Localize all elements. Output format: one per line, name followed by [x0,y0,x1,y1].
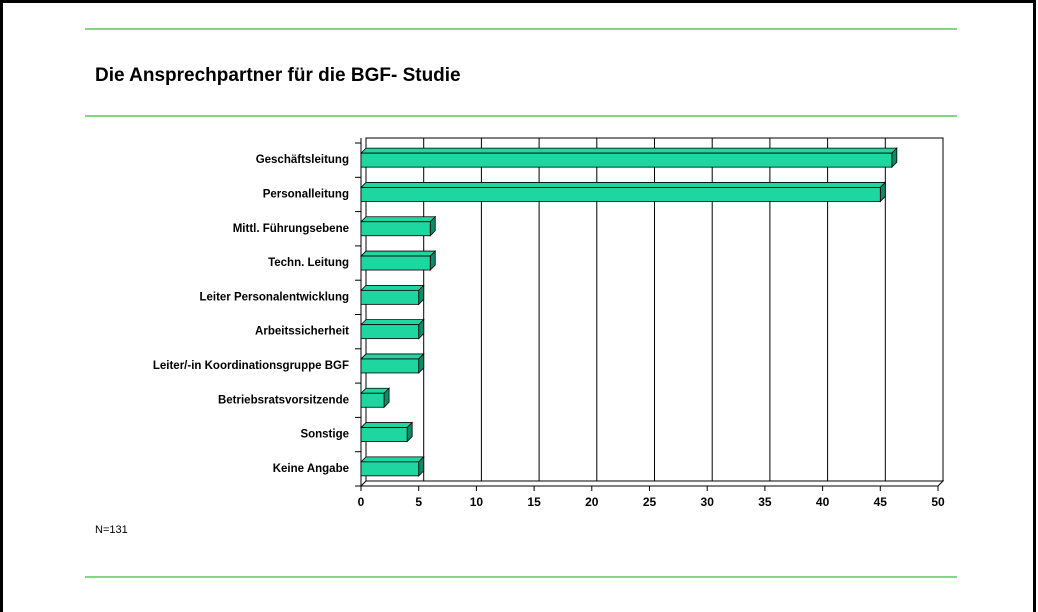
bar-front [360,255,431,271]
bar-top [360,284,425,291]
bar [360,147,898,169]
x-tick-label: 20 [585,495,599,509]
y-tick-label: Sonstige [300,429,349,441]
bar [360,387,391,409]
bar [360,181,887,203]
note: N=131 [95,524,128,536]
bar [360,455,425,477]
bar-top [360,216,437,223]
y-tick-label: Techn. Leitung [268,257,349,269]
y-tick-label: Leiter Personalentwicklung [199,291,349,303]
bar [360,284,425,306]
bar-top [360,422,414,428]
bar-front [360,392,385,408]
chart-title: Die Ansprechpartner für die BGF- Studie [95,65,461,86]
bar-top [360,353,425,360]
x-tick-label: 0 [358,495,365,509]
bar-top [360,182,887,188]
bar [360,215,437,237]
bar-top [360,250,437,257]
y-tick-label: Geschäftsleitung [256,154,349,166]
x-tick-label: 10 [470,495,484,509]
x-tick-label: 5 [415,495,422,509]
bar-front [360,152,893,168]
x-tick-label: 50 [931,495,945,509]
bar-front [360,324,420,340]
bar [360,421,414,443]
bar [360,318,425,340]
bar-top [360,456,425,463]
y-tick-label: Leiter/-in Koordinationsgruppe BGF [153,360,349,372]
x-tick-label: 35 [758,495,772,509]
y-tick-label: Betriebsratsvorsitzende [218,394,349,406]
y-tick-label: Mittl. Führungsebene [233,223,349,235]
x-tick-label: 30 [701,495,715,509]
y-tick-label: Arbeitssicherheit [255,326,349,338]
bar-front [360,289,420,305]
y-tick-label: Keine Angabe [273,463,349,475]
x-tick-label: 40 [816,495,830,509]
bar [360,250,437,272]
bar-front [360,221,431,237]
y-tick-label: Personalleitung [263,188,349,200]
bar-front [360,427,408,442]
x-tick-label: 45 [874,495,888,509]
bar-top [360,147,898,154]
x-tick-label: 25 [643,495,657,509]
plot-floor [359,480,945,487]
bar-top [360,319,425,326]
x-tick-label: 15 [527,495,541,509]
bar-front [360,461,420,477]
bar-front [360,187,881,202]
bar-front [360,358,420,374]
bar [360,352,425,374]
